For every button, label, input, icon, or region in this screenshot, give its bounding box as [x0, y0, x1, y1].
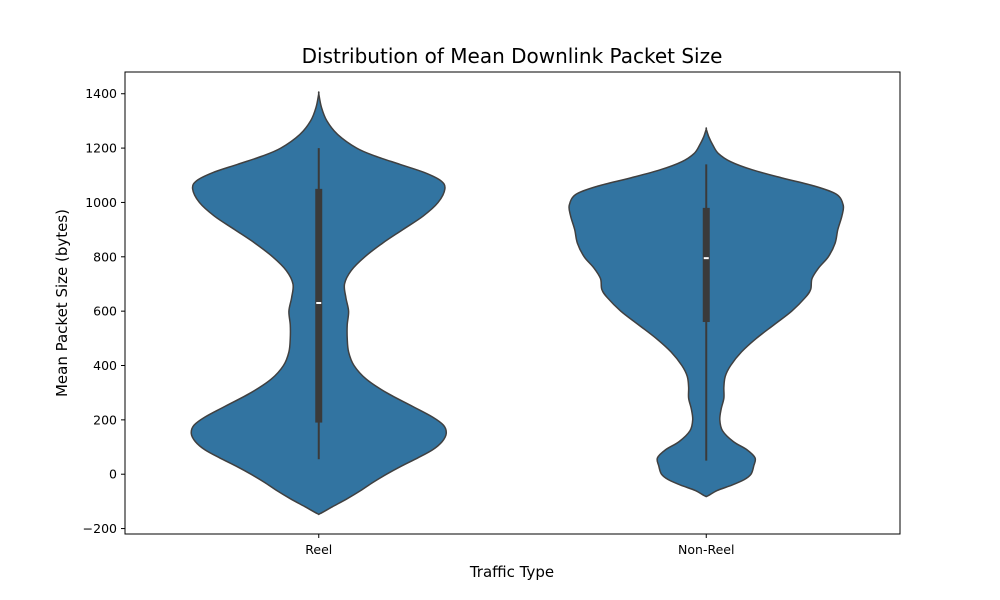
plot-frame [124, 71, 901, 535]
y-tick-label: 1400 [85, 86, 117, 101]
y-axis-label: Mean Packet Size (bytes) [53, 209, 71, 397]
y-tick-label: 200 [93, 412, 117, 427]
y-tick-label: 1200 [85, 141, 117, 156]
y-tick-label: −200 [83, 521, 117, 536]
x-tick-label: Reel [305, 542, 332, 557]
x-axis: Reel Non-Reel [305, 534, 734, 557]
y-axis: −200 0 200 400 600 800 1000 1200 1400 [83, 86, 125, 536]
y-tick-label: 800 [93, 249, 117, 264]
iqr-box-reel [315, 188, 323, 423]
x-axis-label: Traffic Type [469, 563, 554, 581]
y-tick-label: 400 [93, 358, 117, 373]
plot-area [190, 91, 845, 516]
y-tick-label: 600 [93, 304, 117, 319]
y-tick-label: 0 [109, 467, 117, 482]
y-tick-label: 1000 [85, 195, 117, 210]
iqr-box-non-reel [702, 207, 710, 323]
chart-title: Distribution of Mean Downlink Packet Siz… [302, 44, 723, 68]
x-tick-label: Non-Reel [678, 542, 734, 557]
